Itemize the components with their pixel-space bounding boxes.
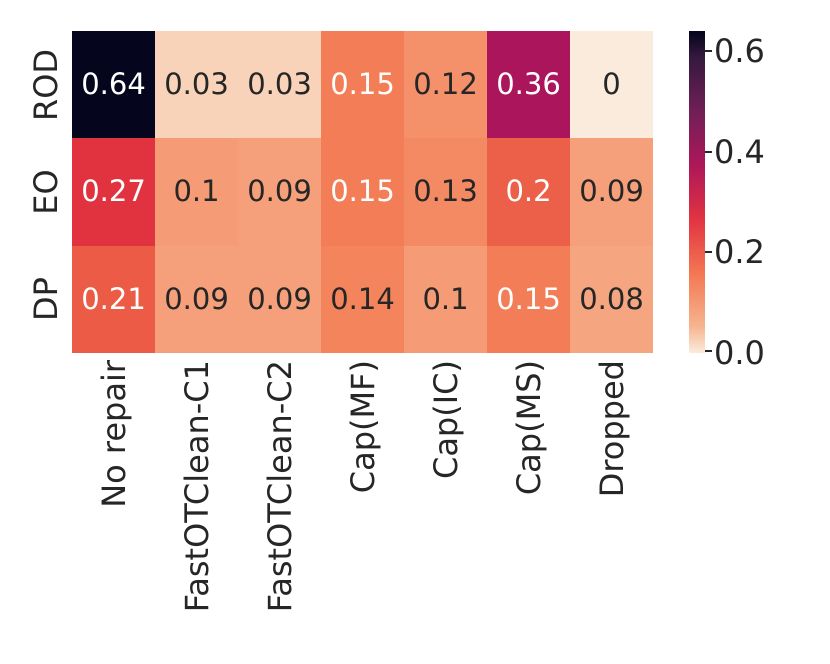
- cell-value: 0.09: [164, 281, 229, 316]
- cell-value: 0.08: [579, 281, 644, 316]
- heatmap-cell: 0: [570, 31, 653, 139]
- cell-value: 0.15: [330, 174, 395, 209]
- heatmap-cell: 0.03: [155, 31, 238, 139]
- colorbar-tick-mark: [705, 50, 712, 53]
- cell-value: 0.1: [173, 174, 220, 209]
- heatmap-cell: 0.15: [487, 245, 570, 353]
- cell-value: 0.13: [413, 174, 478, 209]
- heatmap-cell: 0.03: [238, 31, 321, 139]
- cell-value: 0.15: [330, 67, 395, 102]
- colorbar: [689, 31, 705, 353]
- cell-value: 0.12: [413, 67, 478, 102]
- heatmap-cell: 0.15: [321, 138, 404, 246]
- colorbar-tick-mark: [705, 251, 712, 254]
- x-tick-label: Cap(MS): [509, 360, 548, 496]
- x-tick-label: Cap(IC): [426, 360, 465, 480]
- x-tick-label: No repair: [94, 360, 133, 508]
- cell-value: 0.21: [81, 281, 146, 316]
- y-tick-label: EO: [27, 169, 65, 215]
- heatmap-cell: 0.27: [72, 138, 155, 246]
- heatmap-cell: 0.64: [72, 31, 155, 139]
- cell-value: 0.36: [496, 67, 561, 102]
- cell-value: 0.64: [81, 67, 146, 102]
- x-tick-label: Dropped: [592, 360, 631, 498]
- heatmap-cell: 0.21: [72, 245, 155, 353]
- heatmap-cell: 0.09: [155, 245, 238, 353]
- x-tick-label: FastOTClean-C1: [177, 360, 216, 613]
- heatmap-cell: 0.1: [404, 245, 487, 353]
- heatmap-cell: 0.1: [155, 138, 238, 246]
- heatmap-cell: 0.12: [404, 31, 487, 139]
- colorbar-tick-mark: [705, 150, 712, 153]
- cell-value: 0.09: [247, 281, 312, 316]
- heatmap-grid: 0.64 0.03 0.03 0.15 0.12 0.36 0 0.27 0.1 0.09 0.15…: [72, 31, 653, 353]
- heatmap-cell: 0.13: [404, 138, 487, 246]
- heatmap-cell: 0.09: [570, 138, 653, 246]
- cell-value: 0.27: [81, 174, 146, 209]
- colorbar-tick-label: 0.4: [714, 132, 765, 171]
- cell-value: 0.14: [330, 281, 395, 316]
- heatmap-cell: 0.08: [570, 245, 653, 353]
- heatmap-cell: 0.2: [487, 138, 570, 246]
- cell-value: 0.2: [505, 174, 552, 209]
- colorbar-tick-label: 0.6: [714, 32, 765, 71]
- heatmap-cell: 0.14: [321, 245, 404, 353]
- cell-value: 0.15: [496, 281, 561, 316]
- y-tick-label: ROD: [27, 48, 65, 121]
- heatmap-cell: 0.15: [321, 31, 404, 139]
- cell-value: 0.1: [422, 281, 469, 316]
- cell-value: 0.03: [164, 67, 229, 102]
- cell-value: 0.09: [579, 174, 644, 209]
- heatmap-cell: 0.09: [238, 245, 321, 353]
- cell-value: 0.09: [247, 174, 312, 209]
- y-tick-label: DP: [27, 277, 65, 322]
- colorbar-tick-label: 0.0: [714, 334, 765, 372]
- cell-value: 0.03: [247, 67, 312, 102]
- heatmap-cell: 0.09: [238, 138, 321, 246]
- colorbar-tick-mark: [705, 350, 712, 352]
- cell-value: 0: [602, 67, 621, 102]
- x-tick-label: Cap(MF): [343, 360, 382, 494]
- colorbar-tick-label: 0.2: [714, 233, 765, 272]
- x-tick-label: FastOTClean-C2: [260, 360, 299, 613]
- heatmap-cell: 0.36: [487, 31, 570, 139]
